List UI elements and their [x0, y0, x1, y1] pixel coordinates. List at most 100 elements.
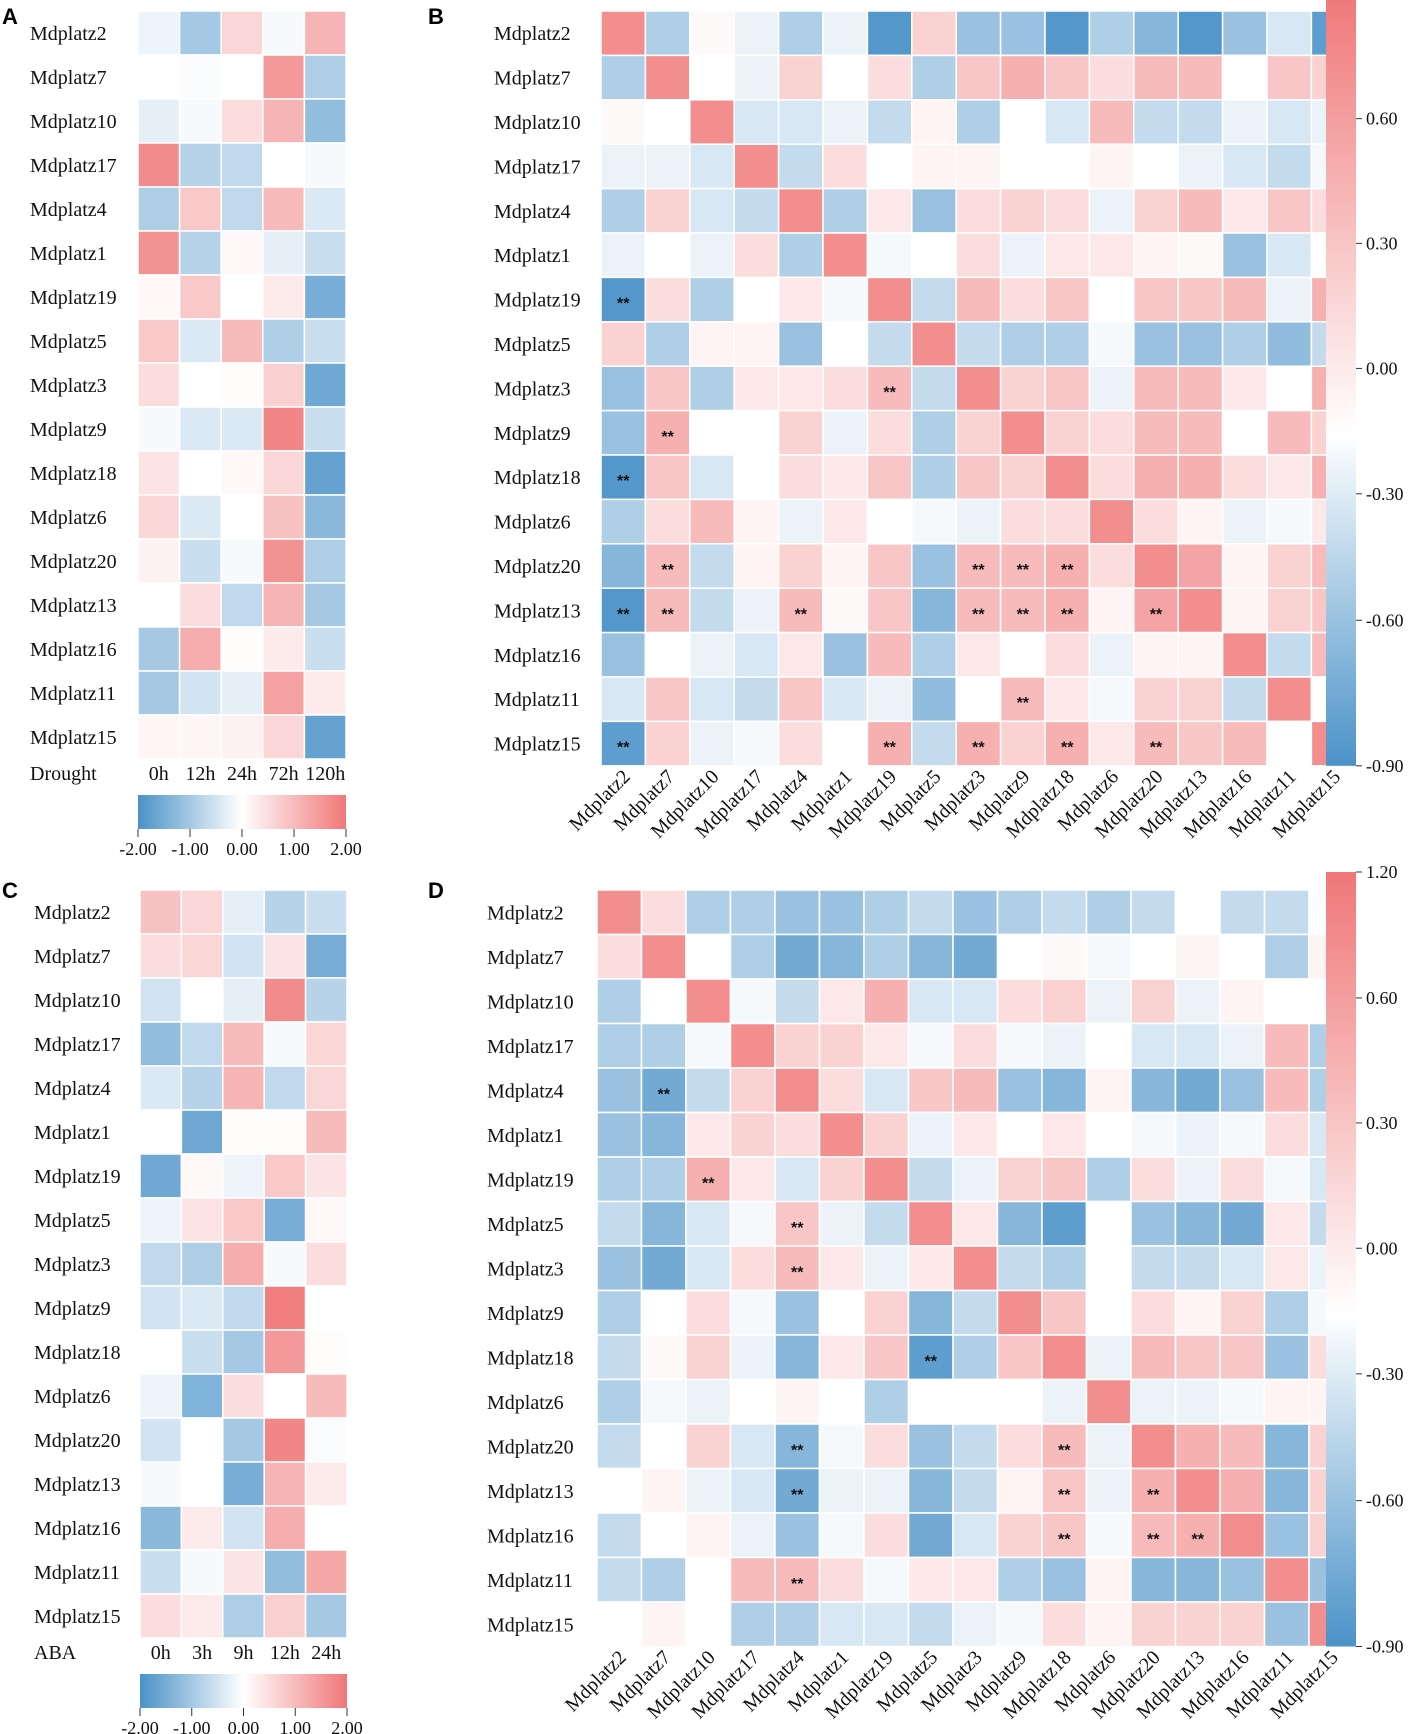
- correlation-cell: [1263, 1200, 1310, 1247]
- correlation-cell: [689, 321, 735, 367]
- heatmap-cell: [220, 318, 264, 364]
- correlation-cell: [1133, 187, 1179, 234]
- correlation-cell: [955, 365, 1002, 412]
- correlation-cell: [866, 631, 913, 678]
- correlation-cell: [729, 1156, 776, 1203]
- heatmap-cell: [178, 714, 222, 760]
- column-label: 12h: [185, 763, 215, 785]
- colorbar-tick-label: -2.00: [119, 839, 157, 859]
- correlation-cell: [1219, 1334, 1266, 1381]
- correlation-cell: [911, 99, 957, 145]
- correlation-cell: [596, 1245, 643, 1292]
- correlation-cell: [689, 720, 735, 767]
- correlation-cell: [907, 933, 954, 980]
- correlation-cell: [1263, 1111, 1310, 1158]
- row-label: Mdplatz7: [487, 947, 564, 969]
- correlation-cell: [777, 498, 824, 545]
- row-label: Mdplatz6: [34, 1386, 111, 1408]
- correlation-cell: [1044, 454, 1091, 501]
- correlation-cell: [1088, 10, 1135, 57]
- correlation-cell: [600, 276, 647, 323]
- correlation-cell: [1174, 1423, 1221, 1470]
- correlation-cell: [1263, 1289, 1310, 1336]
- correlation-cell: [955, 720, 1002, 767]
- heatmap-cell: [220, 98, 264, 144]
- correlation-cell: [1177, 631, 1224, 678]
- row-label: Mdplatz6: [487, 1392, 564, 1414]
- correlation-cell: [729, 1245, 776, 1292]
- row-label: Mdplatz13: [34, 1474, 121, 1496]
- correlation-cell: [863, 1378, 910, 1425]
- significance-marker: **: [791, 1442, 804, 1459]
- correlation-cell: [907, 978, 954, 1025]
- correlation-cell: [866, 543, 913, 589]
- heatmap-cell: [262, 54, 306, 100]
- correlation-cell: [1041, 1512, 1088, 1559]
- correlation-cell: [600, 232, 647, 279]
- correlation-cell: [822, 720, 869, 767]
- heatmap-cell: [222, 1241, 265, 1287]
- colorbar-tick-label: 1.20: [1366, 862, 1398, 882]
- correlation-cell: [600, 631, 647, 678]
- colorbar-tick-label: 0.30: [1366, 1113, 1398, 1133]
- correlation-cell: [600, 187, 647, 234]
- correlation-cell: [774, 978, 821, 1025]
- correlation-cell: [777, 143, 824, 190]
- colorbar-tick-label: 1.00: [280, 1718, 312, 1734]
- correlation-cell: [1177, 543, 1224, 589]
- correlation-cell: [777, 543, 824, 589]
- heatmap-cell: [304, 1329, 348, 1375]
- correlation-cell: [999, 365, 1046, 412]
- correlation-cell: [1041, 1289, 1088, 1336]
- heatmap-cell: [303, 54, 347, 100]
- heatmap-cell: [263, 1505, 307, 1551]
- heatmap-cell: [137, 670, 181, 716]
- correlation-cell: [596, 1289, 643, 1336]
- row-label: Mdplatz15: [34, 1606, 121, 1628]
- correlation-cell: [863, 1289, 910, 1336]
- correlation-cell: [863, 978, 910, 1025]
- correlation-cell: [1219, 1289, 1266, 1336]
- row-label: Mdplatz16: [487, 1525, 574, 1547]
- heatmap-cell: [137, 186, 181, 232]
- correlation-cell: [733, 365, 780, 412]
- heatmap-cell: [178, 318, 222, 364]
- correlation-cell: [1130, 1601, 1177, 1648]
- correlation-cell: [996, 1245, 1043, 1292]
- correlation-cell: [777, 187, 824, 234]
- correlation-cell: [822, 365, 869, 412]
- correlation-cell: [999, 143, 1046, 190]
- correlation-cell: [777, 321, 824, 367]
- significance-marker: **: [883, 384, 896, 401]
- heatmap-cell: [263, 889, 307, 935]
- heatmap-cell: [222, 1461, 265, 1507]
- heatmap-cell: [178, 186, 222, 232]
- heatmap-cell: [262, 318, 306, 364]
- correlation-cell: [644, 276, 691, 323]
- correlation-cell: [1041, 1200, 1088, 1247]
- correlation-cell: [729, 1200, 776, 1247]
- correlation-cell: [1174, 1245, 1221, 1292]
- correlation-cell: [1177, 720, 1224, 767]
- correlation-cell: [955, 631, 1002, 678]
- heatmap-cell: [262, 230, 306, 276]
- correlation-cell: [1085, 1378, 1132, 1425]
- correlation-cell: [1263, 978, 1310, 1025]
- heatmap-cell: [262, 274, 306, 320]
- row-label: Mdplatz7: [494, 68, 571, 90]
- heatmap-cell: [137, 406, 181, 452]
- correlation-cell: [1263, 1022, 1310, 1069]
- heatmap-cell: [263, 977, 307, 1023]
- colorbar-tick-label: -0.90: [1366, 1637, 1404, 1657]
- correlation-cell: [1174, 889, 1221, 936]
- heatmap-cell: [304, 977, 348, 1023]
- correlation-cell: [1266, 143, 1313, 190]
- correlation-cell: [733, 321, 780, 367]
- heatmap-cell: [178, 230, 222, 276]
- heatmap-cell: [222, 1505, 265, 1551]
- correlation-cell: [774, 1111, 821, 1158]
- correlation-cell: [733, 54, 780, 101]
- heatmap-cell: [263, 1593, 307, 1639]
- row-label: Mdplatz19: [494, 290, 581, 312]
- heatmap-cell: [137, 98, 181, 144]
